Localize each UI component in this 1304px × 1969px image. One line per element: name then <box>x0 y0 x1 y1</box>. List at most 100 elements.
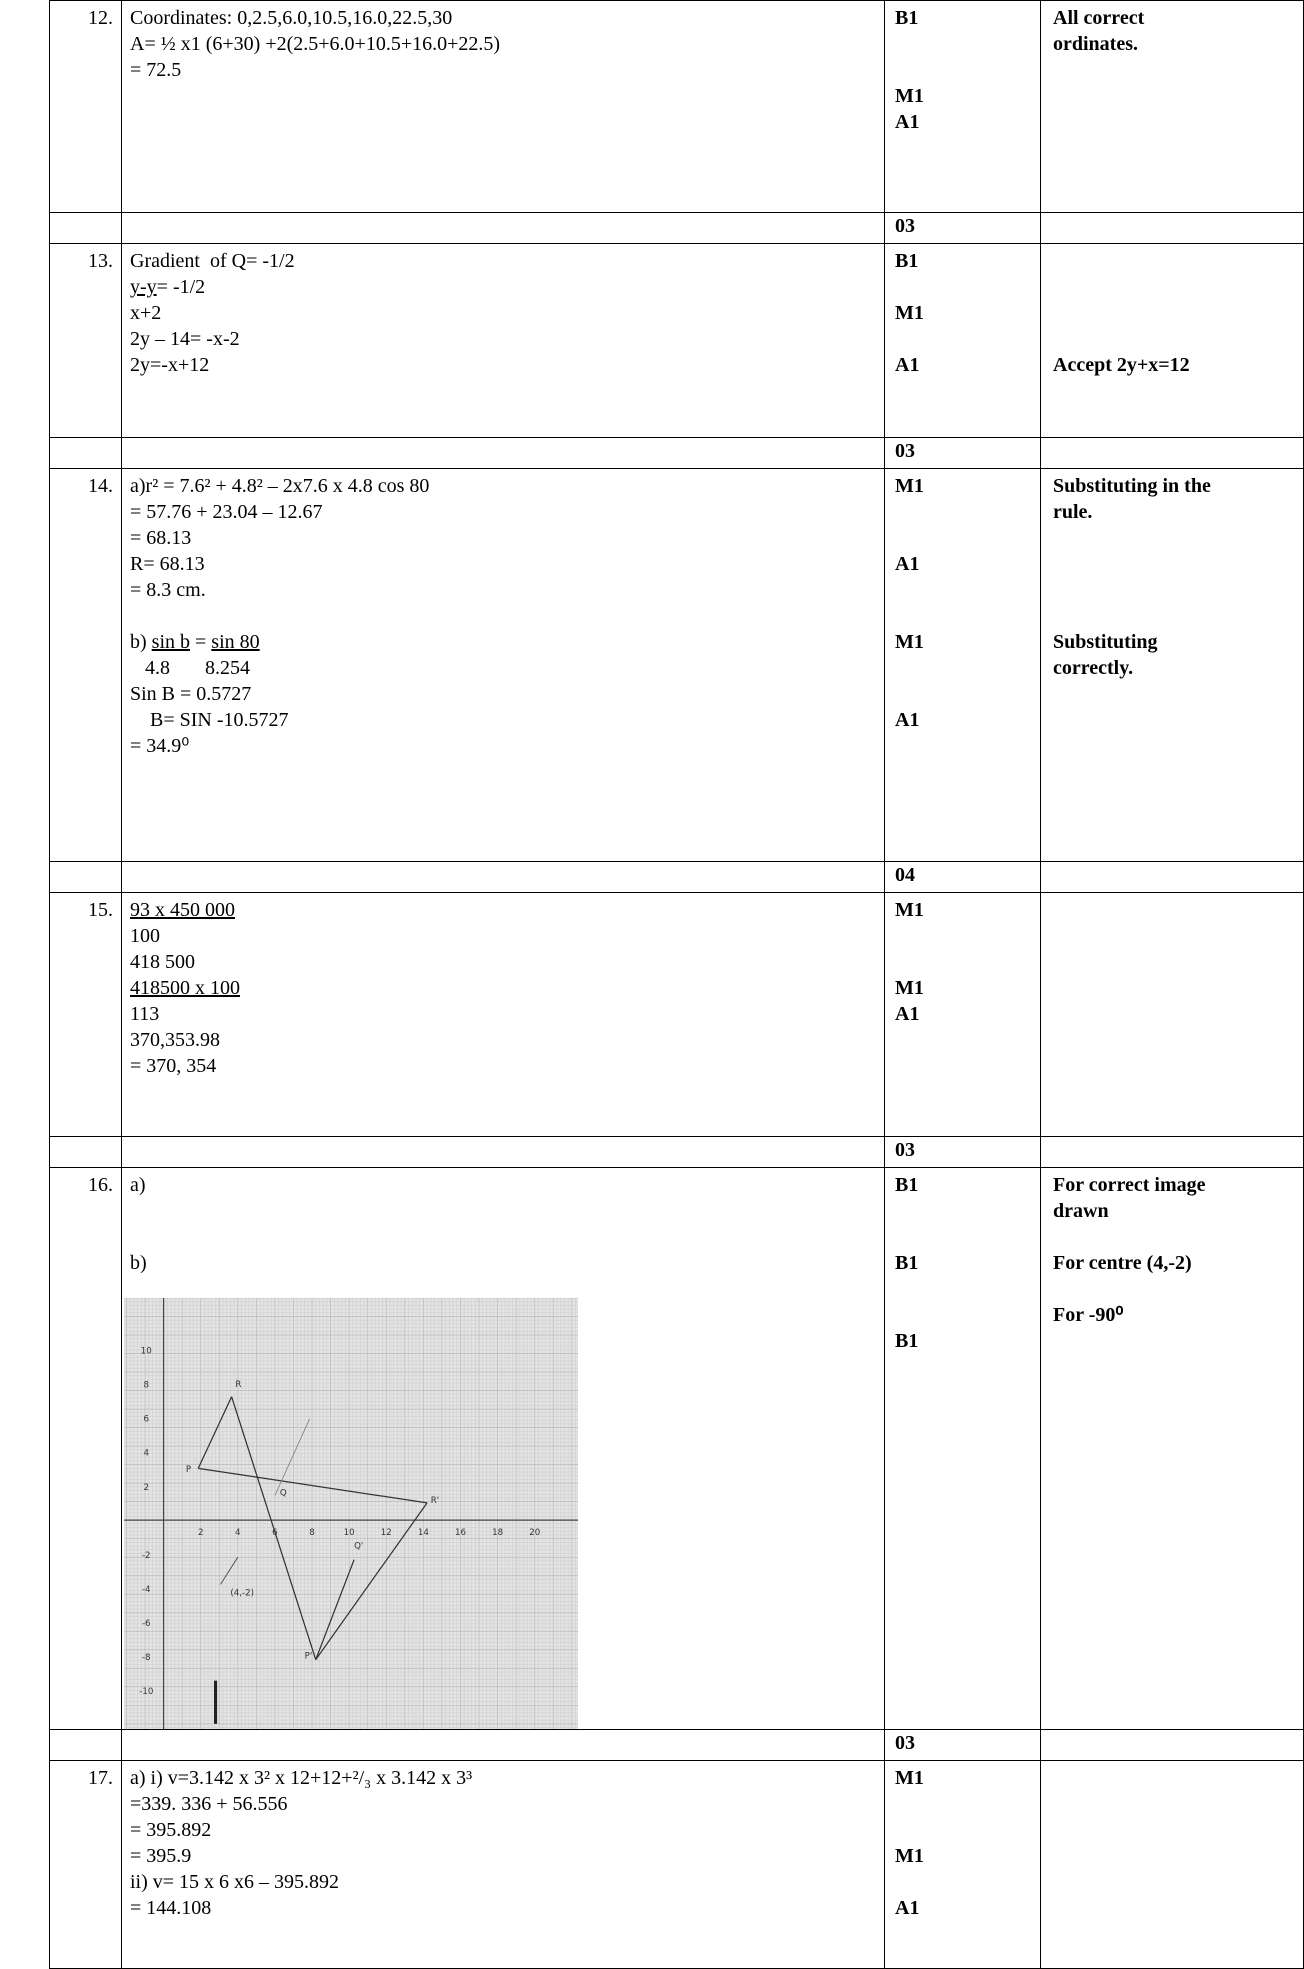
blank-line <box>895 923 1040 949</box>
working <box>122 1730 885 1761</box>
working-line: 113 <box>130 1001 884 1027</box>
blank-line <box>895 655 1040 681</box>
total-row: 03 <box>50 438 1304 469</box>
x-tick-label: 2 <box>198 1528 204 1538</box>
working <box>122 438 885 469</box>
blank-line <box>1053 1276 1303 1302</box>
working-line: 2y=-x+12 <box>130 352 884 378</box>
blank-line <box>895 525 1040 551</box>
blank-line <box>1053 326 1303 352</box>
question-number: 12. <box>50 1 122 213</box>
total-row: 03 <box>50 1137 1304 1168</box>
working-line: =339. 336 + 56.556 <box>130 1791 884 1817</box>
question-row: 12. Coordinates: 0,2.5,6.0,10.5,16.0,22.5… <box>50 1 1304 213</box>
x-tick-label: 14 <box>418 1528 429 1538</box>
working-line: = 395.9 <box>130 1843 884 1869</box>
working-line: R= 68.13 <box>130 551 884 577</box>
mark: B1 <box>895 248 1040 274</box>
y-tick-label: -6 <box>142 1619 151 1629</box>
comment: ordinates. <box>1053 31 1303 57</box>
blank-line <box>895 1791 1040 1817</box>
working-line: 2y – 14= -x-2 <box>130 326 884 352</box>
working: Coordinates: 0,2.5,6.0,10.5,16.0,22.5,30… <box>122 1 885 213</box>
marks: 03 <box>885 1730 1041 1761</box>
question-row: 14.a)r² = 7.6² + 4.8² – 2x7.6 x 4.8 cos … <box>50 469 1304 862</box>
y-tick-label: -4 <box>142 1585 151 1595</box>
mark: A1 <box>895 1895 1040 1921</box>
marks: M1A1M1A1 <box>885 469 1041 862</box>
mark: M1 <box>895 975 1040 1001</box>
text-run: y-y <box>130 276 157 298</box>
number-text: 16. <box>50 1172 113 1198</box>
working-line: Coordinates: 0,2.5,6.0,10.5,16.0,22.5,30 <box>130 5 884 31</box>
mark: A1 <box>895 352 1040 378</box>
point-label: R' <box>431 1496 439 1506</box>
mark: M1 <box>895 473 1040 499</box>
blank-line <box>895 1224 1040 1250</box>
y-tick-label: 4 <box>144 1449 150 1459</box>
marking-scheme-table: 12. Coordinates: 0,2.5,6.0,10.5,16.0,22.5… <box>49 0 1304 1969</box>
question-number: 15. <box>50 893 122 1137</box>
working-line: = 8.3 cm. <box>130 577 884 603</box>
comment: Accept 2y+x=12 <box>1053 352 1303 378</box>
comments <box>1041 213 1304 244</box>
working <box>122 862 885 893</box>
question-number <box>50 1137 122 1168</box>
comment: For centre (4,-2) <box>1053 1250 1303 1276</box>
blank-line <box>130 1224 884 1250</box>
x-tick-label: 16 <box>455 1528 466 1538</box>
comment: correctly. <box>1053 655 1303 681</box>
blank-line <box>895 1302 1040 1328</box>
y-tick-label: 2 <box>144 1483 150 1493</box>
text-run: 93 x 450 000 <box>130 899 235 921</box>
working-line: Sin B = 0.5727 <box>130 681 884 707</box>
blank-line <box>1053 274 1303 300</box>
mark: A1 <box>895 551 1040 577</box>
text-run: b) <box>130 631 152 653</box>
point-label: P' <box>305 1651 313 1661</box>
working <box>122 1137 885 1168</box>
total-row: 04 <box>50 862 1304 893</box>
working-line: y-y= -1/2 <box>130 274 884 300</box>
working-line: 418500 x 100 <box>130 975 884 1001</box>
blank-line <box>895 603 1040 629</box>
graph-sketch: 2468101214161820108642-2-4-6-8-10RPQR'P'… <box>124 1298 578 1730</box>
number-text: 12. <box>50 5 113 31</box>
comments <box>1041 1761 1304 1969</box>
comment: All correct <box>1053 5 1303 31</box>
working-line: = 34.9⁰ <box>130 733 884 759</box>
total-marks: 03 <box>895 442 1040 468</box>
mark: M1 <box>895 629 1040 655</box>
total-marks: 03 <box>895 217 1040 243</box>
point-label: Q' <box>354 1542 363 1552</box>
blank-line <box>895 57 1040 83</box>
x-tick-label: 10 <box>344 1528 355 1538</box>
text-run: 418500 x 100 <box>130 977 240 999</box>
blank-line <box>895 1817 1040 1843</box>
x-tick-label: 20 <box>529 1528 540 1538</box>
working-line: A= ½ x1 (6+30) +2(2.5+6.0+10.5+16.0+22.5… <box>130 31 884 57</box>
y-tick-label: 10 <box>141 1347 152 1357</box>
text-run: sin b <box>152 631 190 653</box>
comment: drawn <box>1053 1198 1303 1224</box>
comments <box>1041 862 1304 893</box>
working-line: Gradient of Q= -1/2 <box>130 248 884 274</box>
comments <box>1041 1137 1304 1168</box>
mark: M1 <box>895 300 1040 326</box>
working-line: = 144.108 <box>130 1895 884 1921</box>
working-line: B= SIN -10.5727 <box>130 707 884 733</box>
comments: Accept 2y+x=12 <box>1041 244 1304 438</box>
blank-line <box>895 1869 1040 1895</box>
blank-line <box>1053 577 1303 603</box>
marks: 03 <box>885 213 1041 244</box>
number-text: 13. <box>50 248 113 274</box>
question-number <box>50 213 122 244</box>
comment: Substituting <box>1053 629 1303 655</box>
working-line: = 72.5 <box>130 57 884 83</box>
